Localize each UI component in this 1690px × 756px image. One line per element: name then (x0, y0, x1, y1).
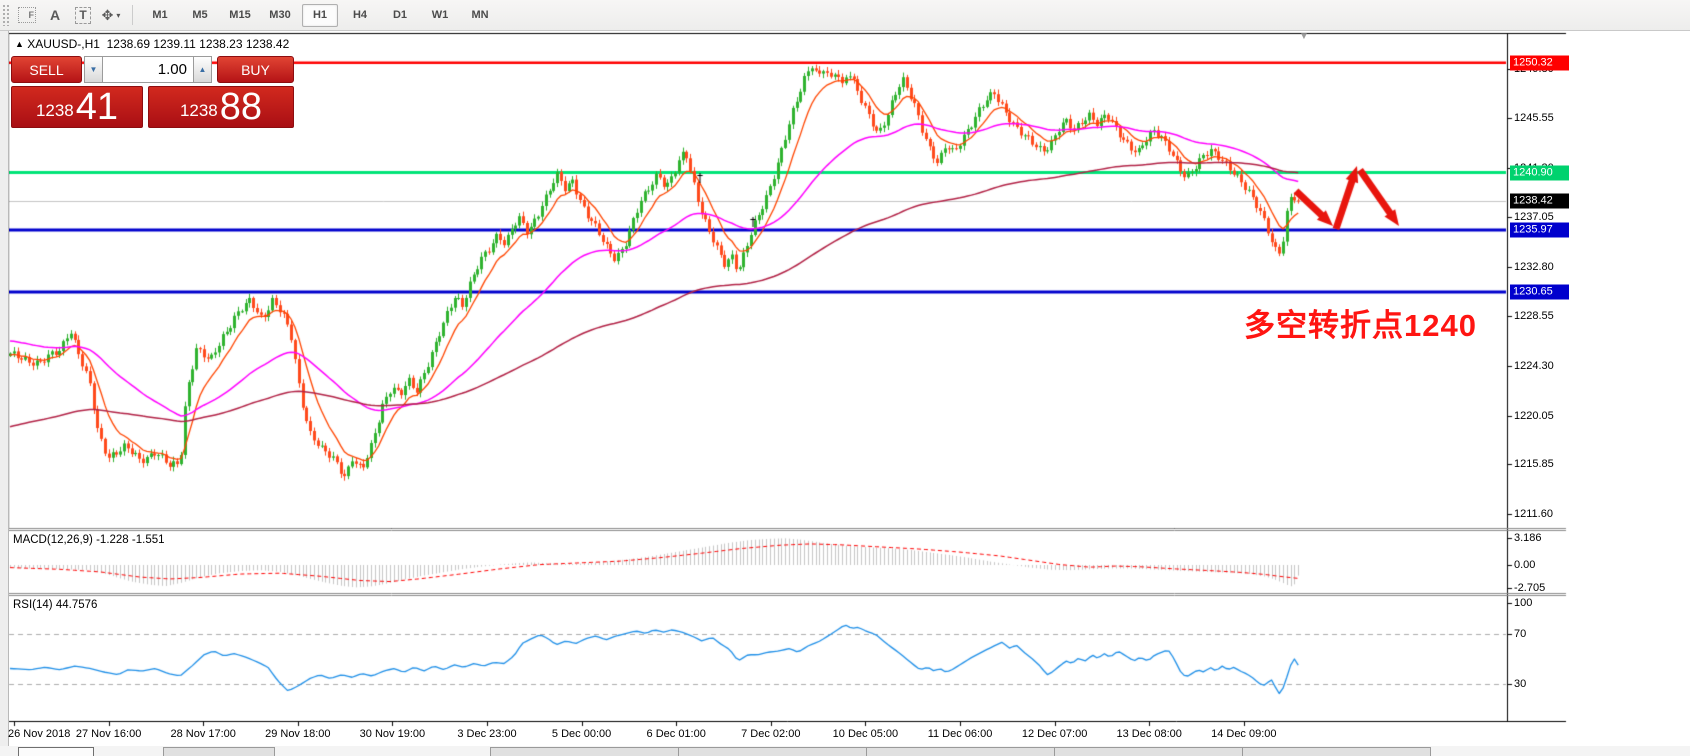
scroll-to-end-icon[interactable]: ▼ (1299, 31, 1309, 42)
time-axis-label: 28 Nov 17:00 (170, 728, 236, 740)
bottom-tab-strip (0, 746, 1690, 756)
price-level-badge: 1240.90 (1510, 165, 1569, 181)
chart-annotation-text: 多空转折点1240 (1244, 308, 1477, 343)
text-box-icon[interactable]: T (71, 3, 95, 27)
taskbar-tab[interactable] (678, 747, 867, 756)
price-axis-tick-label: 1237.05 (1514, 211, 1554, 224)
rsi-indicator-label: RSI(14) 44.7576 (13, 599, 98, 611)
time-axis-label: 29 Nov 18:00 (265, 728, 331, 740)
timeframe-button-D1[interactable]: D1 (392, 8, 408, 21)
symbol-marker-icon: ▲ (15, 39, 24, 49)
ohlc-values: 1238.69 1239.11 1238.23 1238.42 (106, 37, 290, 51)
timeframe-button-M30[interactable]: M30 (269, 8, 291, 21)
time-axis-label: 10 Dec 05:00 (832, 728, 899, 740)
indicator-grid-icon: F (18, 7, 36, 23)
sell-price-display[interactable]: 1238 41 (11, 86, 143, 128)
price-level-badge: 1250.32 (1510, 55, 1569, 71)
taskbar-tab[interactable] (1054, 747, 1243, 756)
price-axis-tick-label: 1224.30 (1514, 360, 1554, 372)
timeframe-button-M5[interactable]: M5 (192, 8, 208, 21)
time-axis-label: 14 Dec 09:00 (1211, 728, 1277, 740)
time-axis-label: 12 Dec 07:00 (1021, 728, 1088, 740)
timeframe-button-W1[interactable]: W1 (431, 8, 449, 21)
time-axis-label: 13 Dec 08:00 (1116, 728, 1182, 740)
macd-axis-tick-label: -2.705 (1514, 582, 1546, 595)
price-axis-tick-label: 1232.80 (1514, 260, 1554, 273)
buy-price-display[interactable]: 1238 88 (148, 86, 294, 128)
price-level-badge: 1230.65 (1510, 284, 1569, 300)
toolbar: F A T ✥ ▾ M1 M5 M15 M30 H1 H4 D1 W1 MN (0, 0, 1690, 31)
time-axis-label: 27 Nov 16:00 (75, 728, 142, 740)
sell-button[interactable]: SELL (11, 56, 82, 83)
taskbar-tab[interactable] (163, 747, 275, 756)
time-axis-label: 26 Nov 2018 (8, 728, 71, 740)
indicator-grid-icon[interactable]: F (15, 3, 39, 27)
taskbar-tab[interactable] (490, 747, 679, 756)
timeframe-button-H1[interactable]: H1 (302, 3, 338, 27)
move-tool-icon[interactable]: ✥ ▾ (99, 3, 123, 27)
time-axis-label: 3 Dec 23:00 (457, 728, 517, 740)
timeframe-button-M15[interactable]: M15 (229, 8, 251, 21)
rsi-axis-tick-label: 30 (1514, 677, 1527, 690)
rsi-axis-tick-label: 100 (1514, 597, 1533, 609)
volume-decrease-button[interactable]: ▼ (84, 56, 103, 83)
timeframe-button-M1[interactable]: M1 (152, 8, 168, 21)
buy-price-big: 88 (219, 86, 263, 128)
price-level-badge: 1235.97 (1510, 222, 1569, 238)
price-axis-tick-label: 1220.05 (1514, 409, 1554, 422)
chevron-down-icon: ▾ (116, 10, 121, 20)
move-tool-icon: ✥ (101, 6, 114, 23)
window-left-edge (0, 31, 9, 746)
text-label-icon: A (49, 7, 61, 23)
sell-price-small: 1238 (35, 101, 74, 120)
time-axis-label: 5 Dec 00:00 (551, 728, 612, 740)
toolbar-grip[interactable] (2, 4, 9, 26)
time-axis-label: 7 Dec 02:00 (741, 728, 801, 740)
current-price-badge: 1238.42 (1510, 193, 1569, 209)
time-axis-label: 6 Dec 01:00 (646, 728, 706, 740)
macd-axis-tick-label: 0.00 (1514, 559, 1536, 571)
timeframe-button-H4[interactable]: H4 (352, 8, 368, 21)
volume-increase-button[interactable]: ▲ (193, 56, 212, 83)
taskbar-tab[interactable] (18, 747, 94, 756)
price-axis-tick-label: 1211.60 (1514, 508, 1553, 520)
rsi-axis-tick-label: 70 (1514, 627, 1527, 640)
timeframe-button-MN[interactable]: MN (471, 8, 489, 21)
taskbar-tab[interactable] (866, 747, 1055, 756)
text-label-icon[interactable]: A (43, 3, 67, 27)
sell-price-big: 41 (75, 86, 119, 128)
price-axis-tick-label: 1215.85 (1514, 458, 1554, 471)
volume-input[interactable] (103, 56, 193, 83)
taskbar-tab[interactable] (1242, 747, 1431, 756)
chart-title: ▲ XAUUSD-,H1 1238.69 1239.11 1238.23 123… (15, 37, 289, 51)
symbol-timeframe-label: XAUUSD-,H1 (27, 37, 100, 51)
text-box-icon: T (75, 6, 91, 24)
toolbar-separator (132, 5, 133, 25)
time-axis-label: 11 Dec 06:00 (927, 728, 993, 740)
buy-button[interactable]: BUY (217, 56, 294, 83)
price-axis-tick-label: 1228.55 (1514, 310, 1554, 323)
one-click-trade-panel: SELL ▼ ▲ BUY 1238 41 1238 88 (11, 56, 295, 128)
macd-indicator-label: MACD(12,26,9) -1.228 -1.551 (13, 534, 165, 546)
macd-axis-tick-label: 3.186 (1514, 531, 1542, 544)
buy-price-small: 1238 (179, 101, 218, 120)
time-axis-label: 30 Nov 19:00 (359, 728, 426, 740)
price-axis-tick-label: 1245.55 (1514, 112, 1554, 125)
